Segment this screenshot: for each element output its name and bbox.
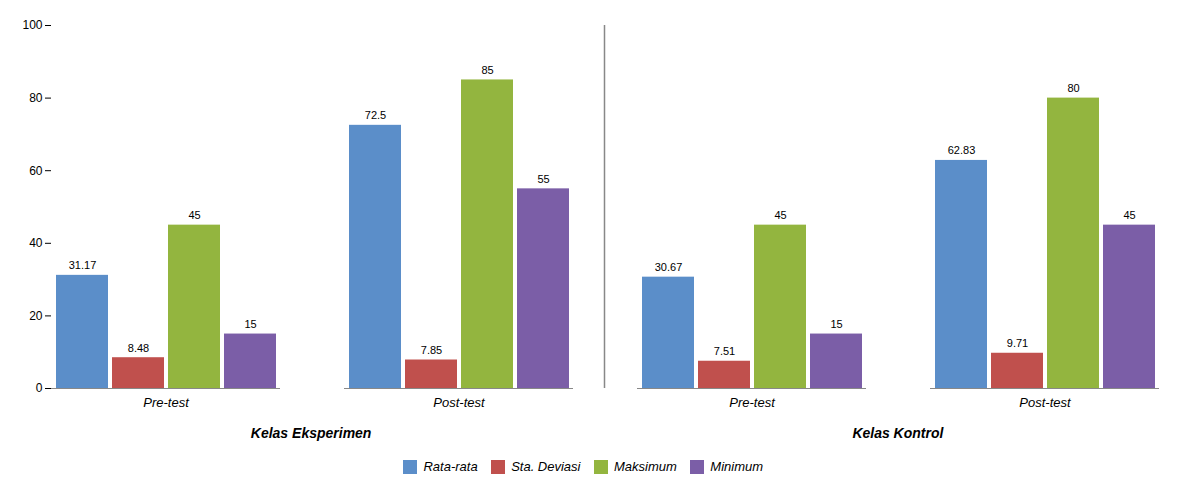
svg-text:100: 100 (22, 18, 42, 32)
svg-text:62.83: 62.83 (948, 144, 976, 156)
svg-text:45: 45 (1123, 209, 1135, 221)
svg-text:45: 45 (188, 209, 200, 221)
svg-text:Post-test: Post-test (1019, 395, 1072, 410)
html-text:Rata-rata: Rata-rata (423, 459, 478, 474)
svg-text:30.67: 30.67 (655, 261, 683, 273)
svg-text:20: 20 (29, 309, 43, 323)
svg-text:60: 60 (29, 164, 43, 178)
html-text:Minimum: Minimum (710, 459, 764, 474)
svg-text:80: 80 (1067, 82, 1079, 94)
svg-text:7.51: 7.51 (714, 345, 735, 357)
svg-text:7.85: 7.85 (421, 344, 442, 356)
svg-text:Kelas Eksperimen: Kelas Eksperimen (251, 425, 372, 441)
svg-text:Pre-test: Pre-test (143, 395, 190, 410)
svg-text:40: 40 (29, 236, 43, 250)
svg-text:9.71: 9.71 (1007, 337, 1028, 349)
svg-text:15: 15 (244, 318, 256, 330)
svg-text:Pre-test: Pre-test (729, 395, 776, 410)
html-text:Sta. Deviasi: Sta. Deviasi (511, 459, 581, 474)
svg-text:Post-test: Post-test (433, 395, 486, 410)
svg-text:85: 85 (481, 64, 493, 76)
svg-text:72.5: 72.5 (365, 109, 386, 121)
svg-text:31.17: 31.17 (69, 259, 97, 271)
svg-text:8.48: 8.48 (128, 342, 149, 354)
svg-text:0: 0 (36, 381, 43, 395)
svg-text:Kelas Kontrol: Kelas Kontrol (852, 425, 944, 441)
svg-text:55: 55 (537, 173, 549, 185)
svg-text:15: 15 (830, 318, 842, 330)
svg-text:45: 45 (774, 209, 786, 221)
svg-text:80: 80 (29, 91, 43, 105)
html-text:Maksimum: Maksimum (614, 459, 677, 474)
